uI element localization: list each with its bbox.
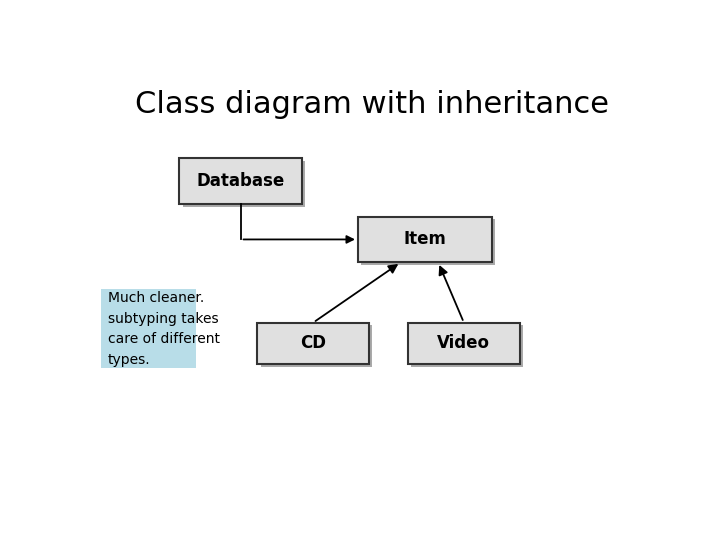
Text: Class diagram with inheritance: Class diagram with inheritance bbox=[135, 90, 608, 119]
Text: Item: Item bbox=[403, 231, 446, 248]
Bar bbox=[258, 322, 369, 364]
Bar bbox=[183, 161, 305, 207]
Bar bbox=[358, 217, 492, 262]
Text: Video: Video bbox=[437, 334, 490, 353]
Bar bbox=[408, 322, 520, 364]
Bar bbox=[179, 158, 302, 204]
Bar bbox=[101, 289, 196, 368]
Text: CD: CD bbox=[300, 334, 326, 353]
Bar bbox=[411, 325, 523, 367]
Bar bbox=[361, 219, 495, 265]
Text: Database: Database bbox=[197, 172, 285, 190]
Bar bbox=[261, 325, 372, 367]
Text: Much cleaner.
subtyping takes
care of different
types.: Much cleaner. subtyping takes care of di… bbox=[108, 291, 220, 367]
